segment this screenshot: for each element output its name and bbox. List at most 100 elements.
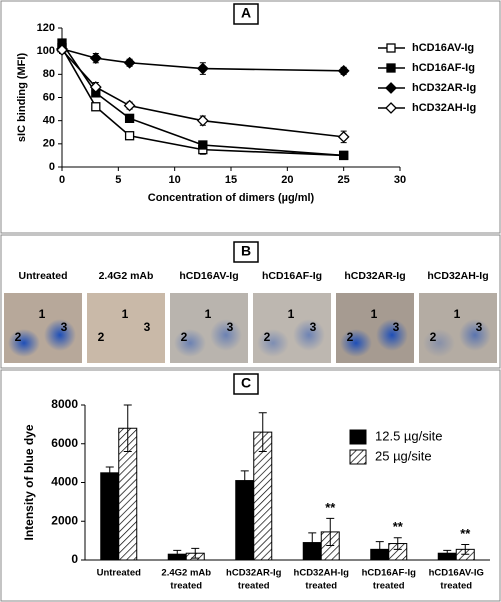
panel-label: A xyxy=(241,5,251,21)
error-bar xyxy=(461,544,470,555)
y-tick-label: 100 xyxy=(37,45,55,57)
legend-swatch xyxy=(349,449,367,465)
spot-number: 2 xyxy=(430,330,437,344)
dye-spot xyxy=(293,319,325,351)
panel-label-box xyxy=(233,241,259,263)
spot-number: 1 xyxy=(39,307,46,321)
spot-number: 2 xyxy=(181,330,188,344)
dye-spot xyxy=(340,329,372,357)
error-bar xyxy=(240,470,249,491)
marker xyxy=(91,102,101,112)
x-tick-label: 10 xyxy=(169,174,181,186)
y-tick-label: 6000 xyxy=(51,436,78,450)
legend-swatch xyxy=(349,429,367,445)
significance: ** xyxy=(393,519,404,534)
dye-spot xyxy=(174,329,206,357)
y-tick-label: 4000 xyxy=(51,475,78,489)
spot-number: 1 xyxy=(371,307,378,321)
marker xyxy=(385,82,397,94)
y-axis-label: Intensity of blue dye xyxy=(22,424,36,540)
x-tick-label: hCD32AH-Ig xyxy=(294,568,350,579)
y-tick-label: 0 xyxy=(71,552,78,566)
x-tick-label: 25 xyxy=(338,174,350,186)
x-tick-label: treated xyxy=(305,581,337,592)
dye-spot xyxy=(257,329,289,357)
marker xyxy=(196,114,209,127)
x-tick-label: treated xyxy=(170,581,202,592)
y-tick-label: 8000 xyxy=(51,397,78,411)
x-axis-label: Concentration of dimers (µg/ml) xyxy=(148,192,315,204)
x-tick-label: 15 xyxy=(225,174,237,186)
legend-label: hCD16AV-Ig xyxy=(412,42,474,54)
x-tick-label: 2.4G2 mAb xyxy=(161,568,211,579)
spot-number: 3 xyxy=(476,320,483,334)
error-bar xyxy=(173,549,182,559)
error-bar xyxy=(105,466,114,480)
x-tick-label: 0 xyxy=(59,174,65,186)
y-tick-label: 60 xyxy=(43,91,55,103)
marker xyxy=(123,56,136,69)
y-tick-label: 120 xyxy=(37,22,55,34)
marker xyxy=(56,44,68,56)
marker xyxy=(123,99,136,112)
error-bar xyxy=(375,541,384,558)
dye-spot xyxy=(210,319,242,351)
panel-label-box xyxy=(233,373,259,395)
legend-label: hCD32AH-Ig xyxy=(412,102,476,114)
dye-spot xyxy=(376,319,408,351)
dye-spot xyxy=(8,329,40,357)
error-bar xyxy=(308,532,317,553)
x-tick-label: 30 xyxy=(394,174,406,186)
y-tick-label: 40 xyxy=(43,115,55,127)
error-bar xyxy=(443,549,452,557)
panel-a-frame xyxy=(0,0,501,234)
y-tick-label: 2000 xyxy=(51,513,78,527)
spot-number: 2 xyxy=(264,330,271,344)
marker xyxy=(337,130,350,143)
spot-number: 2 xyxy=(98,330,105,344)
marker xyxy=(196,62,209,75)
x-tick-label: hCD16AF-Ig xyxy=(362,568,417,579)
spot-number: 2 xyxy=(15,330,22,344)
panel-label: B xyxy=(241,243,251,259)
spot-number: 1 xyxy=(205,307,212,321)
dye-spot xyxy=(44,319,76,351)
marker xyxy=(337,64,350,77)
y-tick-label: 0 xyxy=(49,161,55,173)
error-bar xyxy=(191,547,200,559)
image-title: hCD16AF-Ig xyxy=(262,270,322,282)
spot-number: 3 xyxy=(393,320,400,334)
y-tick-label: 80 xyxy=(43,68,55,80)
marker xyxy=(339,150,349,161)
panel-label: C xyxy=(241,375,251,391)
marker xyxy=(124,131,135,141)
x-tick-label: 20 xyxy=(281,174,293,186)
spot-number: 1 xyxy=(454,307,461,321)
y-axis-label: sIC binding (MFI) xyxy=(16,53,28,143)
photo xyxy=(87,293,165,363)
x-tick-label: Untreated xyxy=(97,568,142,579)
spot-number: 1 xyxy=(122,307,129,321)
x-tick-label: 5 xyxy=(115,174,121,186)
image-title: Untreated xyxy=(18,270,67,282)
image-title: hCD32AH-Ig xyxy=(427,270,488,282)
marker xyxy=(386,63,396,73)
error-bar xyxy=(393,537,402,550)
spot-number: 3 xyxy=(144,320,151,334)
marker xyxy=(124,113,135,123)
marker xyxy=(89,81,102,93)
error-bar xyxy=(258,412,267,452)
marker xyxy=(198,140,208,150)
dye-spot xyxy=(459,319,491,351)
spot-number: 2 xyxy=(347,330,354,344)
legend-label: 25 µg/site xyxy=(375,448,432,463)
significance: ** xyxy=(325,500,336,515)
error-bar xyxy=(123,404,132,452)
bar xyxy=(100,472,120,561)
bar xyxy=(235,480,255,561)
y-tick-label: 20 xyxy=(43,138,55,150)
x-tick-label: hCD16AV-IG xyxy=(429,568,484,579)
marker xyxy=(89,52,102,65)
legend-label: hCD16AF-Ig xyxy=(412,62,475,74)
error-bar xyxy=(326,517,335,546)
